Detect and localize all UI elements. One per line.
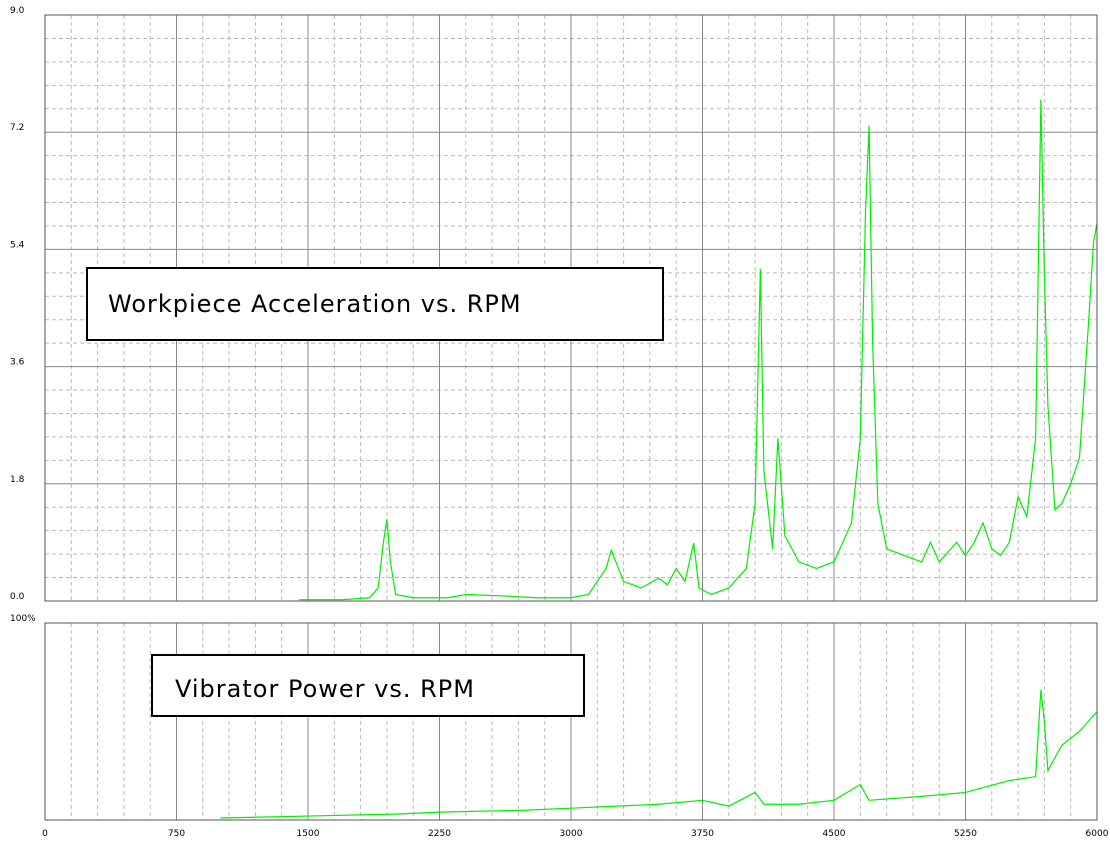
- y-tick-label: 100%: [10, 614, 36, 624]
- annotation-box: [151, 654, 585, 717]
- y-tick-label: 5.4: [10, 240, 25, 250]
- x-tick-label: 6000: [1086, 829, 1109, 839]
- x-tick-label: 1500: [297, 829, 320, 839]
- annotation-box: [86, 267, 664, 341]
- x-tick-label: 0: [42, 829, 48, 839]
- y-tick-label: 3.6: [10, 358, 25, 368]
- annotation: Workpiece Acceleration vs. RPM: [108, 290, 522, 318]
- data-line: [220, 689, 1098, 819]
- plot-border: [44, 622, 1098, 821]
- y-tick-label: 7.2: [10, 123, 24, 133]
- x-tick-label: 5250: [954, 829, 977, 839]
- x-tick-label: 3750: [691, 829, 714, 839]
- data-line: [299, 99, 1098, 601]
- x-tick-label: 3000: [560, 829, 583, 839]
- y-tick-label: 1.8: [10, 475, 25, 485]
- y-tick-label: 0.0: [10, 592, 25, 602]
- x-tick-label: 2250: [428, 829, 451, 839]
- plot-border: [44, 14, 1098, 602]
- x-tick-label: 4500: [823, 829, 846, 839]
- y-tick-label: 9.0: [10, 6, 25, 16]
- x-tick-label: 750: [168, 829, 185, 839]
- annotation: Vibrator Power vs. RPM: [175, 675, 475, 703]
